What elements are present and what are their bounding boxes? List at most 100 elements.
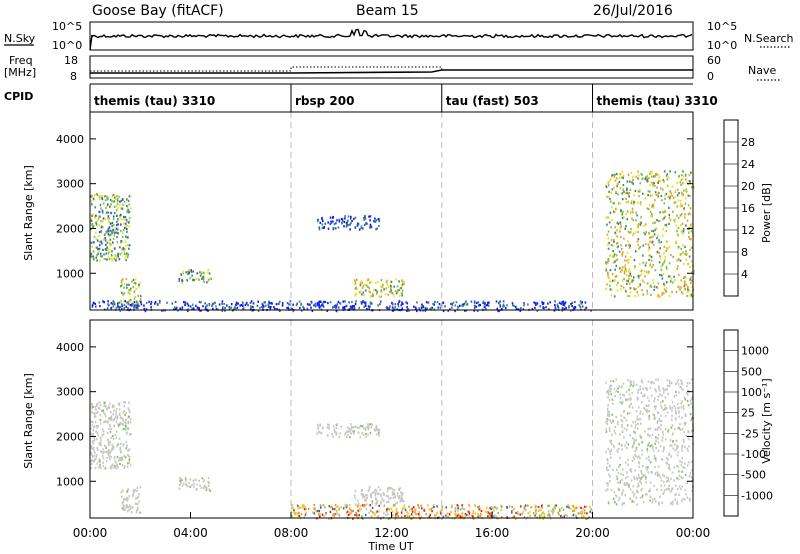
echo-cell [641, 453, 643, 456]
echo-cell [390, 507, 393, 510]
echo-cell [366, 222, 368, 225]
echo-cell [110, 467, 113, 470]
echo-cell [234, 307, 237, 310]
echo-cell [185, 479, 187, 482]
echo-cell [364, 283, 366, 286]
echo-cell [683, 216, 686, 219]
echo-cell [378, 219, 380, 223]
echo-cell [400, 511, 403, 514]
echo-cell [377, 280, 379, 284]
echo-cell [607, 181, 610, 184]
echo-cell [100, 450, 102, 453]
echo-cell [616, 172, 618, 176]
echo-cell [674, 407, 677, 410]
echo-cell [343, 308, 346, 311]
echo-cell [413, 506, 415, 509]
echo-cell [506, 516, 508, 519]
echo-cell [137, 306, 139, 309]
echo-cell [298, 514, 301, 517]
echo-cell [619, 267, 621, 270]
echo-cell [100, 439, 102, 442]
echo-cell [96, 446, 99, 449]
echo-cell [116, 214, 118, 217]
echo-cell [362, 284, 365, 288]
echo-cell [397, 305, 400, 308]
echo-cell [127, 302, 130, 305]
echo-cell [668, 262, 671, 265]
echo-cell [136, 490, 138, 493]
echo-cell [377, 486, 380, 489]
echo-cell [640, 269, 643, 272]
echo-cell [319, 423, 321, 426]
echo-cell [145, 301, 148, 305]
echo-cell [619, 481, 621, 484]
echo-cell [614, 395, 616, 398]
echo-cell [93, 449, 95, 452]
echo-cell [629, 287, 632, 290]
echo-cell [664, 197, 666, 200]
echo-cell [631, 459, 634, 463]
echo-cell [508, 505, 511, 508]
echo-cell [666, 247, 669, 250]
echo-cell [586, 512, 588, 515]
echo-cell [391, 491, 394, 494]
echo-cell [675, 411, 677, 414]
echo-cell [91, 402, 93, 405]
echo-cell [120, 459, 123, 462]
echo-cell [300, 513, 303, 516]
echo-cell [405, 301, 407, 304]
echo-cell [387, 293, 390, 296]
echo-cell [115, 461, 117, 464]
echo-cell [134, 502, 137, 505]
echo-cell [648, 177, 650, 180]
echo-cell [609, 475, 611, 478]
echo-cell [186, 485, 189, 488]
echo-cell [131, 304, 133, 307]
echo-cell [354, 302, 357, 305]
echo-cell [675, 241, 677, 244]
echo-cell [534, 504, 537, 507]
echo-cell [116, 195, 118, 198]
echo-cell [517, 512, 519, 515]
echo-cell [431, 306, 433, 309]
echo-cell [127, 421, 129, 424]
echo-cell [332, 435, 334, 438]
echo-cell [402, 507, 404, 510]
echo-cell [626, 428, 628, 431]
echo-cell [143, 307, 145, 310]
echo-cell [463, 303, 465, 306]
echo-cell [660, 420, 663, 423]
echo-cell [682, 405, 685, 408]
colorbar-tick-label: 28 [741, 136, 755, 149]
echo-cell [630, 468, 632, 471]
echo-cell [668, 452, 671, 455]
echo-cell [329, 301, 332, 304]
echo-cell [619, 396, 622, 400]
echo-cell [607, 500, 610, 503]
echo-cell [613, 261, 615, 264]
echo-cell [682, 466, 684, 469]
echo-cell [649, 488, 651, 491]
echo-cell [108, 258, 111, 261]
echo-cell [123, 247, 126, 250]
echo-cell [652, 449, 655, 452]
echo-cell [691, 476, 693, 479]
echo-cell [339, 432, 341, 435]
echo-cell [613, 239, 615, 242]
echo-cell [686, 464, 689, 467]
echo-cell [605, 185, 608, 189]
echo-cell [641, 487, 643, 490]
echo-cell [649, 386, 652, 389]
echo-cell [608, 389, 610, 392]
echo-cell [368, 307, 370, 310]
echo-cell [685, 190, 688, 193]
echo-cell [669, 468, 671, 471]
echo-cell [626, 447, 628, 450]
echo-cell [128, 459, 131, 462]
echo-cell [543, 513, 546, 516]
echo-cell [635, 446, 638, 450]
echo-cell [653, 457, 656, 460]
echo-cell [93, 241, 95, 244]
echo-cell [662, 228, 664, 231]
echo-cell [659, 393, 661, 396]
